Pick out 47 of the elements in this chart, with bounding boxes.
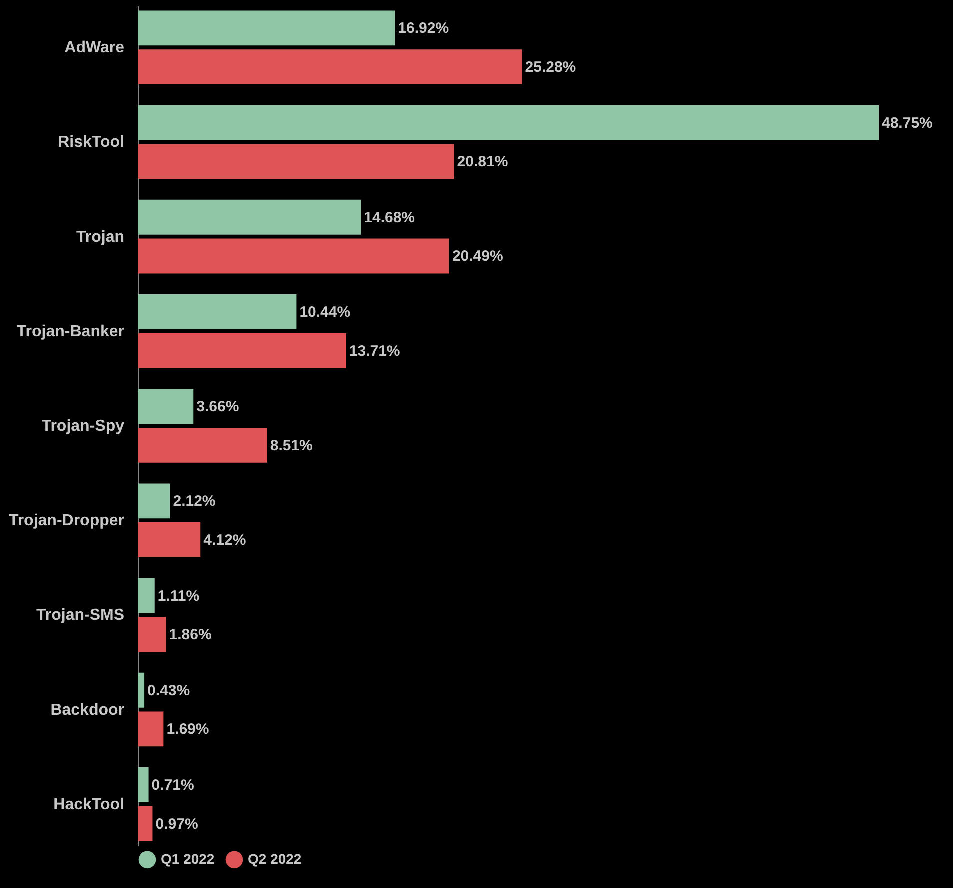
data-label: 20.49% — [452, 248, 504, 266]
y-tick-label: Trojan-Dropper — [8, 512, 124, 530]
data-label: 0.97% — [156, 816, 198, 833]
bar — [138, 806, 153, 842]
data-label: 13.71% — [349, 342, 400, 360]
bar — [138, 767, 149, 802]
bar — [138, 294, 297, 330]
data-label: 3.66% — [196, 398, 240, 416]
bar — [138, 522, 201, 558]
bar — [138, 389, 194, 424]
bar — [138, 484, 170, 519]
bar — [138, 672, 145, 708]
data-label: 1.11% — [158, 588, 200, 605]
data-label: 4.12% — [204, 532, 246, 550]
bar — [138, 712, 164, 747]
y-tick-label: Trojan-SMS — [36, 607, 125, 624]
data-label: 16.92% — [398, 20, 450, 38]
data-label: 1.86% — [169, 626, 212, 644]
bar — [138, 238, 450, 274]
data-label: 8.51% — [270, 437, 313, 454]
data-label: 0.71% — [152, 776, 194, 794]
y-tick-label: Backdoor — [50, 702, 124, 719]
y-tick-label: Trojan — [76, 228, 124, 246]
bar — [138, 50, 522, 85]
bar — [138, 617, 166, 652]
y-tick-label: RiskTool — [58, 134, 124, 152]
data-label: 14.68% — [364, 209, 416, 226]
bar — [138, 200, 362, 235]
bar — [138, 578, 155, 614]
data-label: 10.44% — [300, 304, 351, 321]
data-label: 20.81% — [457, 154, 508, 171]
y-tick-label: AdWare — [64, 40, 125, 57]
y-tick-label: HackTool — [54, 796, 124, 814]
bar — [138, 333, 346, 368]
data-label: 1.69% — [166, 721, 210, 738]
bar — [138, 428, 268, 463]
bar — [138, 10, 396, 46]
bar — [138, 105, 879, 140]
data-label: 48.75% — [882, 114, 933, 132]
bar — [138, 144, 454, 180]
y-tick-label: Trojan-Banker — [16, 323, 124, 340]
legend-label: Q1 2022 — [161, 850, 215, 867]
legend-label: Q2 2022 — [248, 850, 302, 867]
data-label: 2.12% — [173, 493, 216, 510]
data-label: 25.28% — [525, 59, 576, 76]
y-tick-label: Trojan-Spy — [42, 418, 125, 435]
data-label: 0.43% — [148, 682, 190, 700]
